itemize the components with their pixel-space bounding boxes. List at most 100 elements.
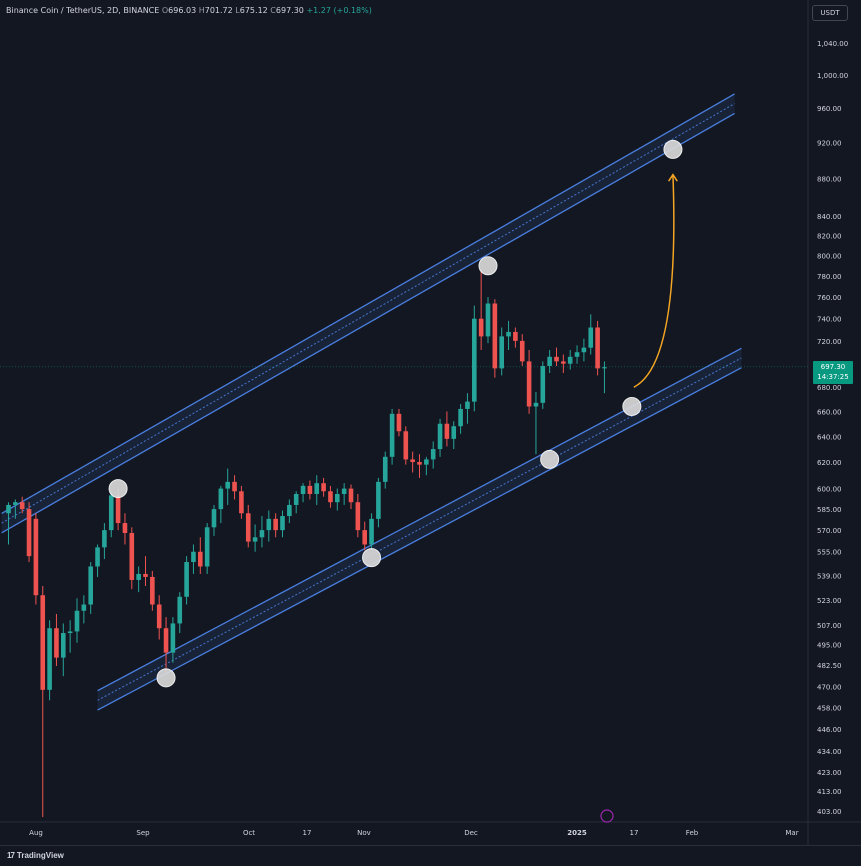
candle-body <box>54 628 59 658</box>
candle-body <box>232 481 237 492</box>
candle-body <box>225 481 230 489</box>
y-tick-label: 820.00 <box>817 233 842 241</box>
candle-body <box>430 449 436 460</box>
candle-body <box>389 413 395 457</box>
candle-body <box>287 504 292 517</box>
channel-lower-mid <box>97 357 742 701</box>
touch-point-marker <box>156 668 176 688</box>
candle-body <box>307 485 313 495</box>
candle-body <box>204 527 210 567</box>
candle-body <box>321 483 326 492</box>
y-tick-label: 780.00 <box>817 273 842 281</box>
candle-body <box>81 604 87 611</box>
touch-point-marker <box>540 449 560 469</box>
y-tick-label: 620.00 <box>817 459 842 467</box>
candle-body <box>259 530 265 538</box>
currency-button[interactable]: USDT <box>812 5 848 21</box>
candle-body <box>458 408 463 427</box>
candle-body <box>252 537 258 542</box>
chart-legend: Binance Coin / TetherUS, 2D, BINANCE O69… <box>6 6 372 15</box>
candle-body <box>280 516 285 531</box>
touch-point-marker <box>108 479 128 499</box>
high-value: 701.72 <box>204 6 233 15</box>
event-icon <box>600 809 614 823</box>
candle-body <box>369 518 374 545</box>
candle-body <box>273 518 278 531</box>
close-value: 697.30 <box>275 6 304 15</box>
y-tick-label: 960.00 <box>817 105 842 113</box>
tradingview-brand: TradingView <box>16 851 64 860</box>
x-tick-label: Aug <box>29 829 43 837</box>
y-tick-label: 740.00 <box>817 316 842 324</box>
candle-body <box>177 596 183 624</box>
y-tick-label: 482.50 <box>817 662 842 670</box>
y-tick-label: 800.00 <box>817 253 842 261</box>
candle-body <box>417 462 422 465</box>
y-tick-label: 920.00 <box>817 139 842 147</box>
y-tick-label: 570.00 <box>817 527 842 535</box>
projection-arrow <box>633 174 675 388</box>
y-tick-label: 840.00 <box>817 213 842 221</box>
price-chart[interactable]: 1,040.00 1,000.00 960.00 920.00 880.00 840.00… <box>0 0 861 845</box>
candle-body <box>554 356 559 362</box>
candle-body <box>506 331 511 337</box>
bar-countdown: 14:37:25 <box>817 373 849 381</box>
y-tick-label: 760.00 <box>817 294 842 302</box>
candle-body <box>211 509 217 528</box>
candle-body <box>492 303 498 369</box>
candle-body <box>526 361 532 407</box>
candle-body <box>533 402 539 407</box>
tradingview-logo[interactable]: 17 TradingView <box>7 851 64 860</box>
candle-body <box>574 352 580 357</box>
candle-body <box>61 633 66 658</box>
candle-body <box>362 530 367 545</box>
channel-upper-mid <box>1 103 735 524</box>
candle-body <box>115 495 121 524</box>
candle-body <box>499 336 504 369</box>
touch-point-marker <box>478 256 498 276</box>
open-value: 696.03 <box>168 6 197 15</box>
candle-body <box>129 532 135 580</box>
last-price-badge: 697.30 14:37:25 <box>813 361 853 384</box>
y-tick-label: 1,000.00 <box>817 72 848 80</box>
candle-body <box>108 495 114 531</box>
candle-body <box>519 340 525 362</box>
candle-body <box>355 502 361 531</box>
candle-body <box>300 485 306 495</box>
last-price: 697.30 <box>820 363 846 371</box>
x-tick-label: Nov <box>357 829 371 837</box>
candle-body <box>95 547 100 567</box>
symbol-title: Binance Coin / TetherUS, 2D, BINANCE <box>6 6 160 15</box>
y-tick-label: 720.00 <box>817 338 842 346</box>
y-tick-label: 555.00 <box>817 549 842 557</box>
candle-body <box>602 367 607 369</box>
candle-body <box>403 431 409 460</box>
candle-body <box>74 610 80 632</box>
candle-body <box>567 356 573 364</box>
tradingview-logo-icon: 17 <box>7 851 15 860</box>
candle-body <box>136 573 141 580</box>
candle-body <box>588 327 594 348</box>
channel-upper-top-edge <box>1 93 735 514</box>
y-tick-label: 1,040.00 <box>817 40 848 48</box>
candle-body <box>191 551 196 563</box>
candle-body <box>198 551 203 567</box>
x-tick-label: Dec <box>464 829 478 837</box>
y-tick-label: 470.00 <box>817 683 842 691</box>
candle-body <box>239 491 244 514</box>
touch-point-marker <box>663 139 683 159</box>
candle-body <box>40 595 46 690</box>
y-tick-label: 585.00 <box>817 506 842 514</box>
candle-body <box>47 628 52 690</box>
y-tick-label: 539.00 <box>817 572 842 580</box>
candle-body <box>102 530 107 548</box>
candle-body <box>465 401 470 409</box>
candle-body <box>143 573 148 577</box>
x-tick-label: Oct <box>243 829 255 837</box>
candle-body <box>26 509 32 557</box>
projection-arrowhead <box>668 173 678 182</box>
y-tick-label: 680.00 <box>817 384 842 392</box>
y-tick-label: 446.00 <box>817 726 842 734</box>
change-value: +1.27 (+0.18%) <box>306 6 372 15</box>
candle-body <box>245 513 251 542</box>
